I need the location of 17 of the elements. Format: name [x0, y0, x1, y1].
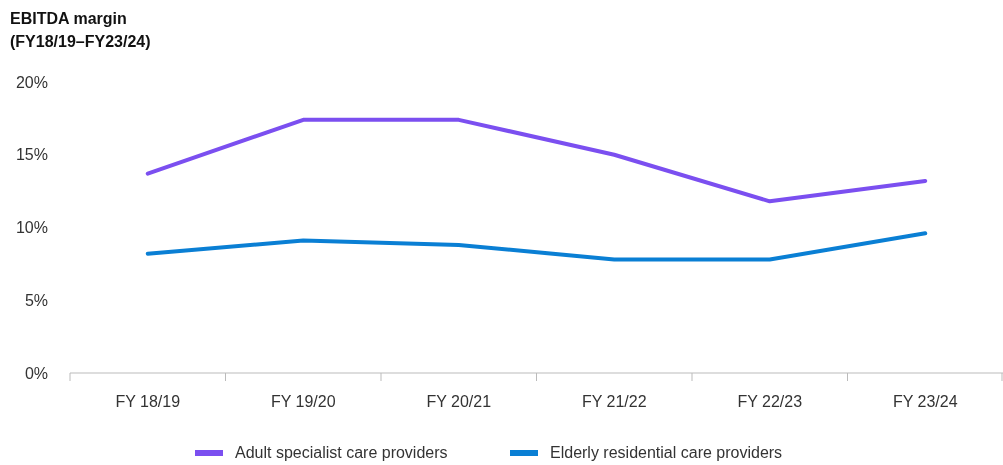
- line-series: [145, 117, 928, 204]
- x-tick-label: FY 23/24: [892, 393, 958, 410]
- x-tick-label: FY 21/22: [581, 393, 647, 410]
- x-tick-label: FY 18/19: [115, 393, 181, 410]
- line-series: [145, 231, 928, 262]
- x-tick-label: FY 19/20: [270, 393, 336, 410]
- legend-label: Adult specialist care providers: [235, 443, 448, 461]
- y-tick-label: 20%: [15, 73, 48, 91]
- chart-subtitle: (FY18/19–FY23/24): [10, 33, 151, 50]
- y-tick-label: 0%: [24, 364, 48, 382]
- y-tick-label: 15%: [15, 146, 48, 164]
- chart-title: EBITDA margin: [10, 10, 127, 27]
- x-tick-label: FY 20/21: [426, 393, 492, 410]
- legend-label: Elderly residential care providers: [550, 443, 783, 461]
- y-tick-label: 10%: [15, 219, 48, 237]
- x-tick-label: FY 22/23: [737, 393, 803, 410]
- y-tick-label: 5%: [24, 291, 48, 309]
